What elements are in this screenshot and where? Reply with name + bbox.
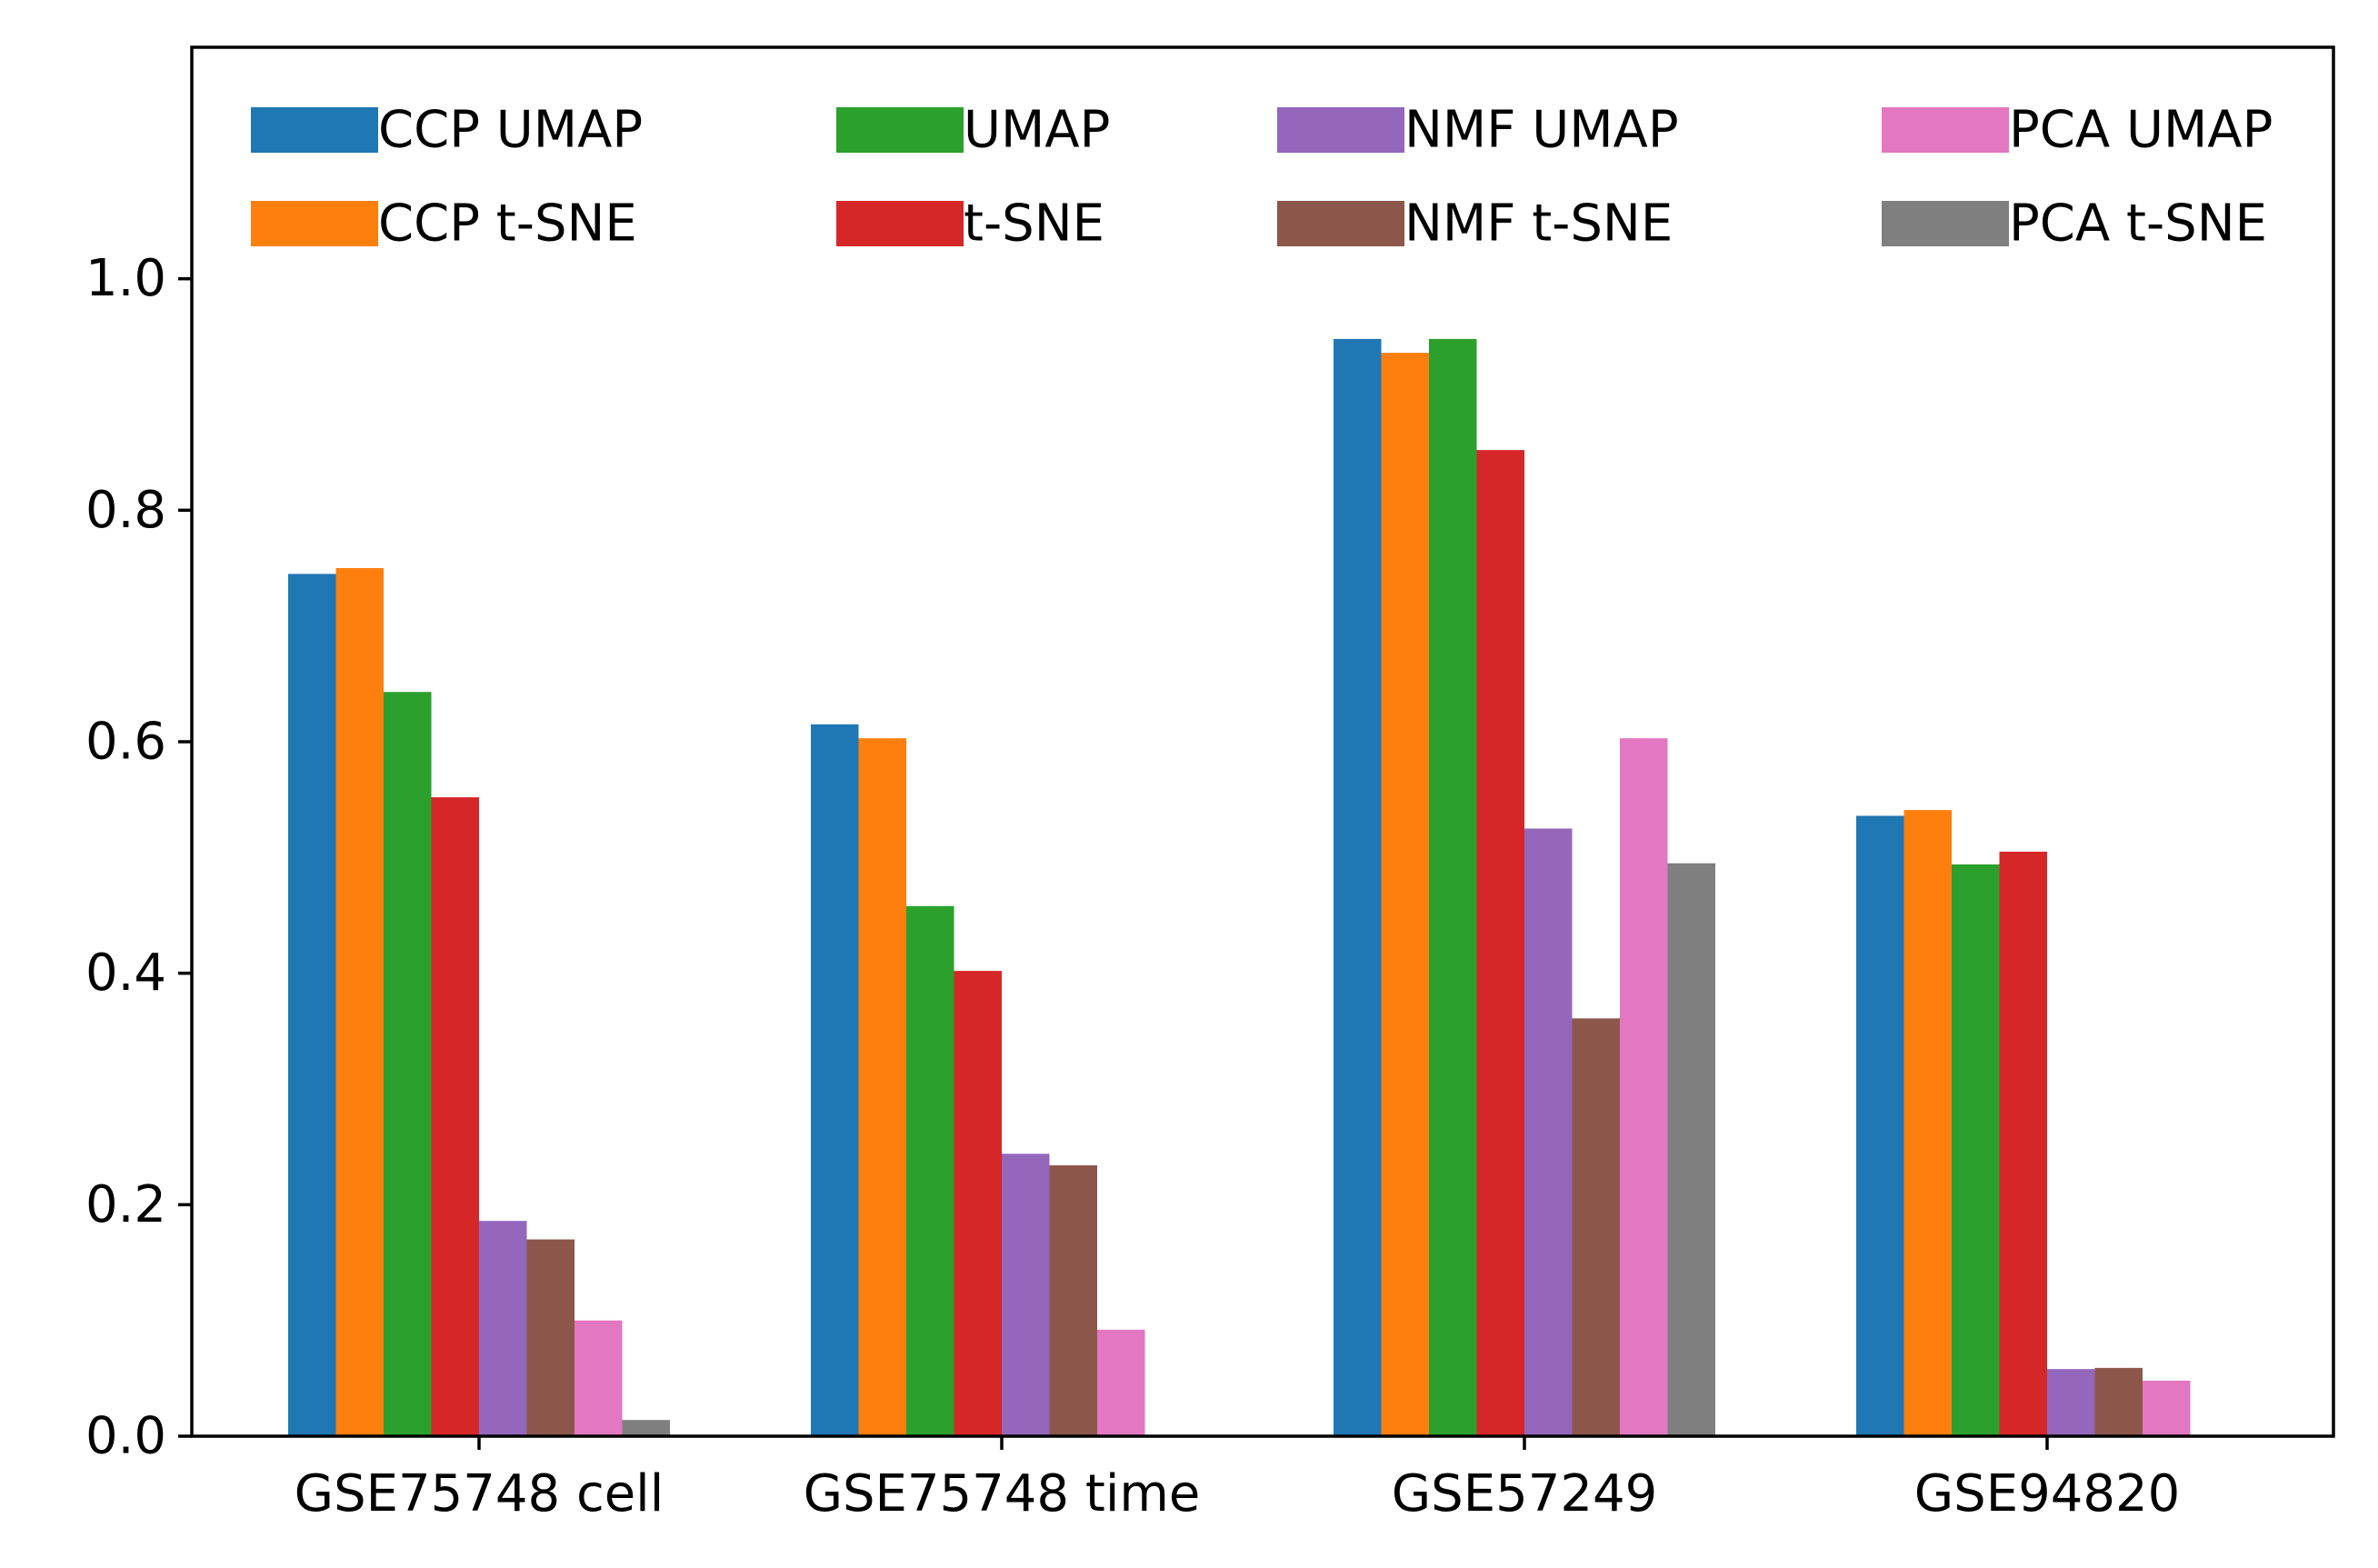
bar-1-2 xyxy=(335,568,384,1436)
y-tick-label: 0.4 xyxy=(85,944,166,1003)
legend-label: NMF UMAP xyxy=(1404,101,1679,160)
y-tick-label: 1.0 xyxy=(85,249,166,308)
legend-label: UMAP xyxy=(964,101,1110,160)
legend-label: NMF t-SNE xyxy=(1404,195,1673,254)
bar-2-5 xyxy=(1002,1154,1050,1436)
legend-swatch xyxy=(1882,107,2009,153)
bar-2-6 xyxy=(1049,1165,1097,1436)
x-tick-label: GSE57249 xyxy=(1392,1464,1657,1523)
bar-1-4 xyxy=(431,797,479,1436)
bar-4-6 xyxy=(2094,1367,2143,1436)
y-tick-label: 0.2 xyxy=(85,1175,166,1234)
legend-label: PCA t-SNE xyxy=(2009,195,2267,254)
legend-swatch xyxy=(1277,107,1404,153)
bar-4-4 xyxy=(1999,851,2047,1436)
bar-3-7 xyxy=(1620,738,1668,1436)
bar-1-1 xyxy=(288,574,336,1436)
legend-label: CCP UMAP xyxy=(378,101,643,160)
plot-frame xyxy=(190,45,2335,1438)
bar-3-6 xyxy=(1572,1018,1620,1436)
x-tick-label: GSE75748 cell xyxy=(295,1464,664,1523)
bar-1-8 xyxy=(622,1420,670,1436)
bar-2-7 xyxy=(1097,1329,1145,1436)
legend-label: CCP t-SNE xyxy=(378,195,637,254)
legend-label: PCA UMAP xyxy=(2009,101,2273,160)
legend-swatch xyxy=(836,107,964,153)
bar-3-1 xyxy=(1334,338,1382,1436)
y-tick-label: 0.6 xyxy=(85,713,166,772)
legend-swatch xyxy=(1277,201,1404,246)
legend-swatch xyxy=(1882,201,2009,246)
bar-2-4 xyxy=(954,971,1002,1436)
legend-swatch xyxy=(836,201,964,246)
bar-2-2 xyxy=(858,738,906,1436)
bars-layer xyxy=(288,338,2191,1436)
bar-1-5 xyxy=(479,1221,527,1436)
bar-1-6 xyxy=(526,1239,575,1436)
bar-3-2 xyxy=(1381,353,1429,1436)
bar-4-5 xyxy=(2047,1369,2095,1436)
legend-swatch xyxy=(251,107,378,153)
x-tick-label: GSE75748 time xyxy=(804,1464,1201,1523)
bar-3-3 xyxy=(1429,338,1477,1436)
bar-3-4 xyxy=(1476,450,1524,1436)
bar-4-3 xyxy=(1952,864,2000,1436)
bar-2-1 xyxy=(811,724,859,1436)
y-tick-label: 0.8 xyxy=(85,481,166,540)
bar-1-3 xyxy=(384,692,432,1436)
bar-2-3 xyxy=(906,905,954,1436)
legend-label: t-SNE xyxy=(964,195,1104,254)
bar-4-1 xyxy=(1856,815,1904,1436)
legend: CCP UMAP CCP t-SNE UMAP t-SNE NMF UMAP NMF t-… xyxy=(251,101,2273,254)
y-tick-label: 0.0 xyxy=(85,1407,166,1466)
bar-3-8 xyxy=(1667,863,1715,1436)
legend-swatch xyxy=(251,201,378,246)
bar-4-7 xyxy=(2143,1380,2191,1436)
y-axis: 0.0 0.2 0.4 0.6 0.8 1.0 xyxy=(85,249,192,1466)
x-axis: GSE75748 cell GSE75748 time GSE57249 GSE948… xyxy=(295,1436,2180,1523)
bar-3-5 xyxy=(1524,828,1573,1436)
bar-4-2 xyxy=(1903,810,1952,1436)
x-tick-label: GSE94820 xyxy=(1914,1464,2180,1523)
bar-1-7 xyxy=(575,1320,623,1436)
